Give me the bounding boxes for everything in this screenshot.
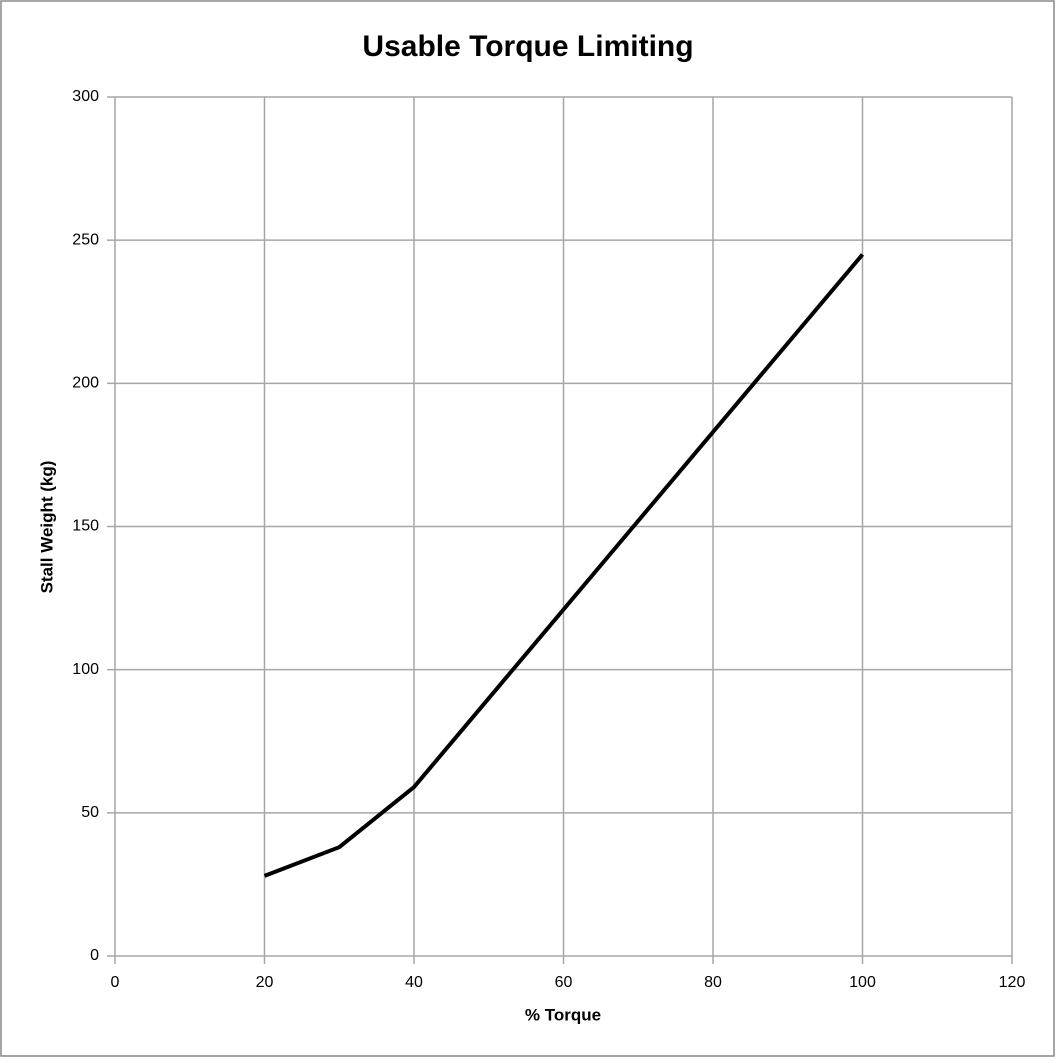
x-tick-label: 100	[849, 974, 876, 991]
y-tick-label: 300	[72, 88, 99, 105]
x-tick-label: 120	[999, 974, 1026, 991]
x-tick-label: 20	[256, 974, 274, 991]
y-tick-label: 0	[90, 947, 99, 964]
x-tick-label: 40	[405, 974, 423, 991]
y-tick-label: 200	[72, 375, 99, 392]
y-tick-label: 100	[72, 661, 99, 678]
y-axis-label: Stall Weight (kg)	[37, 461, 56, 594]
chart-title: Usable Torque Limiting	[362, 30, 693, 63]
x-axis-label: % Torque	[525, 1005, 601, 1024]
y-tick-label: 150	[72, 518, 99, 535]
y-tick-label: 250	[72, 231, 99, 248]
x-tick-label: 60	[555, 974, 573, 991]
y-tick-label: 50	[81, 804, 99, 821]
data-line	[263, 253, 865, 878]
x-tick-label: 80	[704, 974, 722, 991]
x-tick-label: 0	[111, 974, 120, 991]
